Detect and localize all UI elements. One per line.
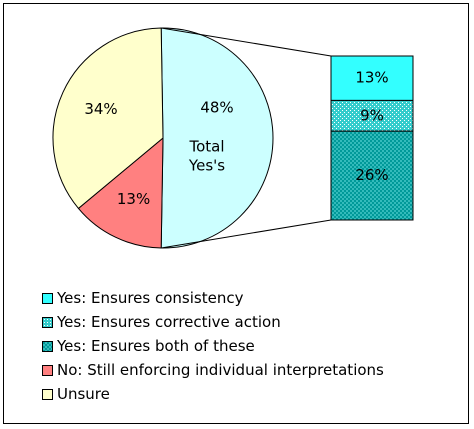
legend-label: Unsure — [57, 385, 110, 403]
pie-center-label-line-1: Total — [188, 138, 224, 156]
pie-label-total-yes-s: 48% — [200, 99, 233, 117]
pie-slice-unsure — [52, 27, 164, 210]
legend-item-no-still-enforcing-individual-interpretations: No: Still enforcing individual interpret… — [42, 358, 384, 382]
legend-swatch — [42, 292, 53, 304]
bar-label-yes-ensures-consistency: 13% — [355, 69, 388, 87]
legend-item-yes-ensures-consistency: Yes: Ensures consistency — [42, 286, 384, 310]
breakdown-bar: 13% 9% 26% — [330, 55, 414, 221]
pie-slice-no-still-enforcing-individual-interpretations — [77, 136, 164, 249]
bar-segment-yes-ensures-corrective-action — [330, 99, 414, 132]
connector-line-top — [161, 27, 332, 57]
legend-swatch — [42, 364, 53, 376]
pie-center-label-line-2: Yes's — [188, 157, 225, 175]
bar-label-yes-ensures-corrective-action: 9% — [360, 106, 384, 124]
bar-label-yes-ensures-both-of-these: 26% — [355, 166, 388, 184]
pie-label-unsure: 34% — [84, 100, 117, 118]
legend-label: Yes: Ensures both of these — [57, 337, 255, 355]
legend-swatch — [42, 316, 53, 328]
legend-item-yes-ensures-corrective-action: Yes: Ensures corrective action — [42, 310, 384, 334]
legend-swatch — [42, 388, 53, 400]
connector-lines — [161, 27, 332, 249]
pie-label-no-still-enforcing-individual-interpretations: 13% — [117, 190, 150, 208]
legend-item-unsure: Unsure — [42, 382, 384, 406]
legend-item-yes-ensures-both-of-these: Yes: Ensures both of these — [42, 334, 384, 358]
chart-frame: 48% 13% 34% Total Yes's 13% 9% 26% Yes: Ensure… — [3, 3, 469, 424]
legend-swatch — [42, 340, 53, 352]
legend-label: Yes: Ensures corrective action — [57, 313, 281, 331]
legend-label: No: Still enforcing individual interpret… — [57, 361, 384, 379]
pie-slice-total-yes-s — [160, 27, 274, 249]
connector-line-bottom — [161, 219, 332, 249]
legend: Yes: Ensures consistency Yes: Ensures cor… — [42, 286, 384, 406]
bar-segment-yes-ensures-both-of-these — [330, 130, 414, 221]
legend-label: Yes: Ensures consistency — [57, 289, 244, 307]
